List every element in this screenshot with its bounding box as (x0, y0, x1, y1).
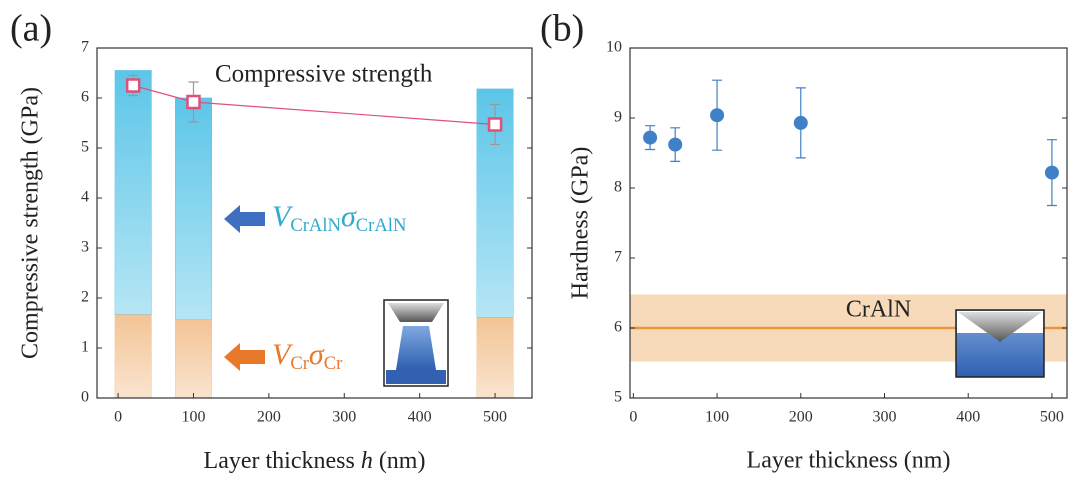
y-tick-label: 5 (614, 389, 622, 406)
x-tick-label: 100 (181, 409, 205, 426)
label-part: σ (341, 200, 357, 233)
label-part: (nm) (373, 448, 426, 474)
bar-shade (115, 70, 152, 314)
x-tick-label: 500 (1040, 409, 1064, 426)
y-tick-label: 7 (614, 249, 622, 266)
bar-shade (175, 98, 212, 320)
x-tick-label: 0 (629, 409, 637, 426)
y-tick-label: 1 (81, 339, 89, 356)
bar-shade (476, 317, 514, 398)
x-tick-label: 200 (257, 409, 281, 426)
plot-frame (629, 47, 1068, 399)
y-tick-label: 10 (606, 39, 622, 56)
label-part: h (361, 448, 373, 474)
y-tick-label: 8 (614, 179, 622, 196)
x-tick-label: 400 (408, 409, 432, 426)
y-tick-label: 7 (81, 39, 89, 56)
x-tick-label: 300 (872, 409, 896, 426)
y-tick-label: 9 (614, 109, 622, 126)
label-part: Cr (290, 353, 309, 374)
arrow-icon (224, 343, 265, 371)
y-tick-label: 5 (81, 139, 89, 156)
label-part: CrAlN (356, 215, 407, 236)
arrow-icon (224, 205, 265, 233)
label-part: V (272, 338, 294, 371)
x-tick-label: 200 (789, 409, 813, 426)
x-tick-label: 300 (332, 409, 356, 426)
y-axis-label: Compressive strength (GPa) (18, 87, 44, 359)
inset-icon (955, 309, 1045, 378)
series-label: VCrAlNσCrAlN (272, 200, 406, 236)
marker (668, 137, 683, 152)
panel-label: (a) (10, 8, 52, 50)
x-axis-label: Layer thickness (nm) (747, 448, 951, 474)
marker (793, 115, 808, 130)
marker (1044, 165, 1059, 180)
label-part: Cr (324, 353, 343, 374)
marker (487, 117, 503, 132)
marker (125, 78, 141, 93)
x-tick-label: 500 (483, 409, 507, 426)
marker (710, 108, 725, 123)
bar-shade (115, 314, 152, 398)
x-tick-label: 400 (956, 409, 980, 426)
y-tick-label: 0 (81, 389, 89, 406)
x-tick-label: 100 (705, 409, 729, 426)
inset-icon (383, 299, 449, 387)
marker (643, 130, 658, 145)
plot-frame (96, 47, 533, 399)
y-tick-label: 3 (81, 239, 89, 256)
label-part: V (272, 200, 294, 233)
x-axis-label: Layer thickness h (nm) (204, 448, 426, 474)
series-name: Compressive strength (215, 61, 433, 88)
label-part: Layer thickness (204, 448, 361, 474)
panel-label: (b) (540, 8, 584, 50)
y-tick-label: 6 (614, 319, 622, 336)
y-tick-label: 6 (81, 89, 89, 106)
marker (186, 94, 201, 110)
y-tick-label: 4 (81, 189, 89, 206)
bar-shade (175, 319, 212, 398)
series-label: VCrσCr (272, 338, 343, 374)
label-part: CrAlN (290, 215, 341, 236)
x-tick-label: 0 (114, 409, 122, 426)
y-axis-label: Hardness (GPa) (568, 147, 594, 300)
reference-label: CrAlN (846, 297, 911, 323)
y-tick-label: 2 (81, 289, 89, 306)
label-part: σ (309, 338, 325, 371)
